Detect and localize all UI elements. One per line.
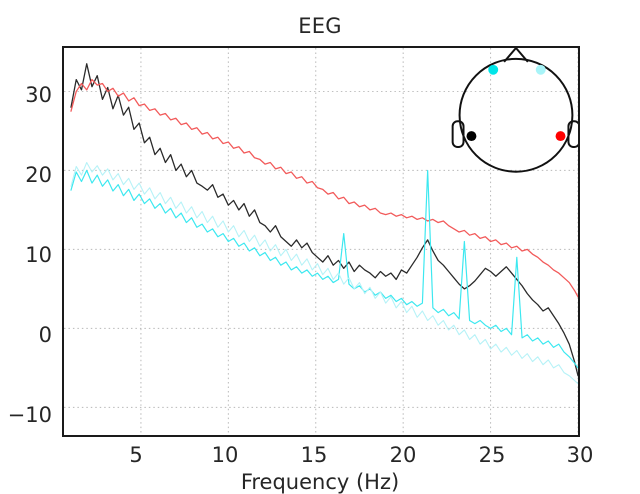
y-tick-label: 0 — [38, 323, 52, 347]
psd-line-sensor-cyan-pale — [70, 161, 578, 385]
data-layer — [64, 48, 578, 435]
psd-line-sensor-black — [70, 63, 578, 377]
x-tick-label: 15 — [300, 443, 328, 467]
sensor-dot-temporal-right — [555, 131, 566, 142]
head-inset — [64, 48, 578, 435]
y-tick-label: −10 — [7, 403, 52, 427]
sensor-dot-temporal-left — [466, 131, 477, 142]
sensor-dot-frontal-right — [535, 64, 546, 75]
x-tick-label: 30 — [566, 443, 594, 467]
psd-line-sensor-red — [70, 78, 578, 298]
x-tick-label: 5 — [129, 443, 143, 467]
y-tick-label: 10 — [25, 243, 52, 267]
eeg-psd-figure: EEG 30 20 10 0 −10 5 10 15 20 25 30 Freq… — [7, 14, 594, 494]
x-tick-label: 10 — [211, 443, 239, 467]
y-tick-label: 20 — [25, 163, 52, 187]
x-tick-label: 20 — [389, 443, 417, 467]
grid-layer — [64, 48, 578, 435]
psd-line-sensor-cyan-bright — [70, 169, 578, 369]
head-outline-icon — [458, 57, 574, 173]
plot-area — [62, 46, 580, 437]
sensor-dot-frontal-left — [488, 64, 499, 75]
x-axis-label: Frequency (Hz) — [240, 470, 400, 494]
x-tick-label: 25 — [478, 443, 506, 467]
page-title: EEG — [298, 14, 342, 38]
y-tick-label: 30 — [25, 83, 52, 107]
